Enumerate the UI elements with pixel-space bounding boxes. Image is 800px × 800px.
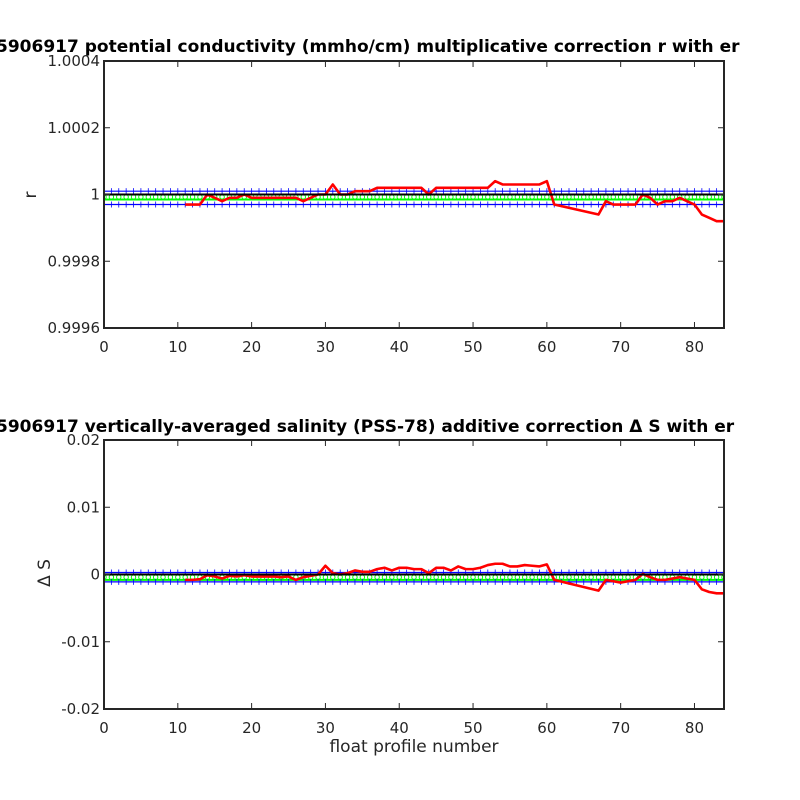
- y-tick-label: 1.0004: [48, 52, 101, 70]
- y-tick-label: -0.01: [61, 633, 100, 651]
- x-axis-label: float profile number: [329, 737, 498, 757]
- x-tick-label: 70: [611, 338, 630, 356]
- x-tick-label: 40: [390, 719, 409, 737]
- y-tick-label: 1: [90, 186, 100, 204]
- x-tick-label: 30: [316, 719, 335, 737]
- conductivity-correction-chart: 5906917 potential conductivity (mmho/cm)…: [0, 37, 740, 356]
- y-axis-label: r: [21, 192, 41, 199]
- plot-marks: [104, 562, 724, 595]
- y-tick-label: -0.02: [61, 700, 100, 718]
- y-tick-label: 0.9998: [48, 252, 101, 270]
- chart-title: 5906917 vertically-averaged salinity (PS…: [0, 417, 735, 437]
- x-tick-label: 10: [168, 719, 187, 737]
- x-tick-label: 10: [168, 338, 187, 356]
- x-tick-label: 80: [685, 719, 704, 737]
- chart-title: 5906917 potential conductivity (mmho/cm)…: [0, 37, 740, 57]
- plot-area: 0 10 20 30 40 50 60 70 80 0.9996 0.9998 1 1.0002 1.00…: [48, 52, 725, 356]
- x-tick-label: 20: [242, 338, 261, 356]
- y-axis-label: Δ S: [35, 559, 55, 587]
- x-tick-label: 50: [464, 719, 483, 737]
- x-tick-label: 0: [99, 719, 109, 737]
- salinity-correction-chart: 5906917 vertically-averaged salinity (PS…: [0, 417, 735, 757]
- plot-marks: [104, 179, 724, 223]
- y-tick-label: 0.9996: [48, 319, 101, 337]
- x-tick-label: 70: [611, 719, 630, 737]
- x-tick-label: 60: [537, 719, 556, 737]
- x-tick-label: 20: [242, 719, 261, 737]
- x-tick-label: 80: [685, 338, 704, 356]
- x-tick-label: 50: [464, 338, 483, 356]
- x-tick-label: 40: [390, 338, 409, 356]
- x-tick-label: 30: [316, 338, 335, 356]
- y-tick-label: 0: [90, 566, 100, 584]
- correction-line: [185, 179, 724, 223]
- y-tick-label: 0.01: [67, 498, 100, 516]
- y-tick-label: 1.0002: [48, 119, 101, 137]
- x-tick-label: 0: [99, 338, 109, 356]
- x-tick-label: 60: [537, 338, 556, 356]
- correction-line: [185, 562, 724, 595]
- y-tick-label: 0.02: [67, 431, 100, 449]
- plot-area: 0 10 20 30 40 50 60 70 80 -0.02 -0.01 0 0.01 0.02: [61, 431, 725, 737]
